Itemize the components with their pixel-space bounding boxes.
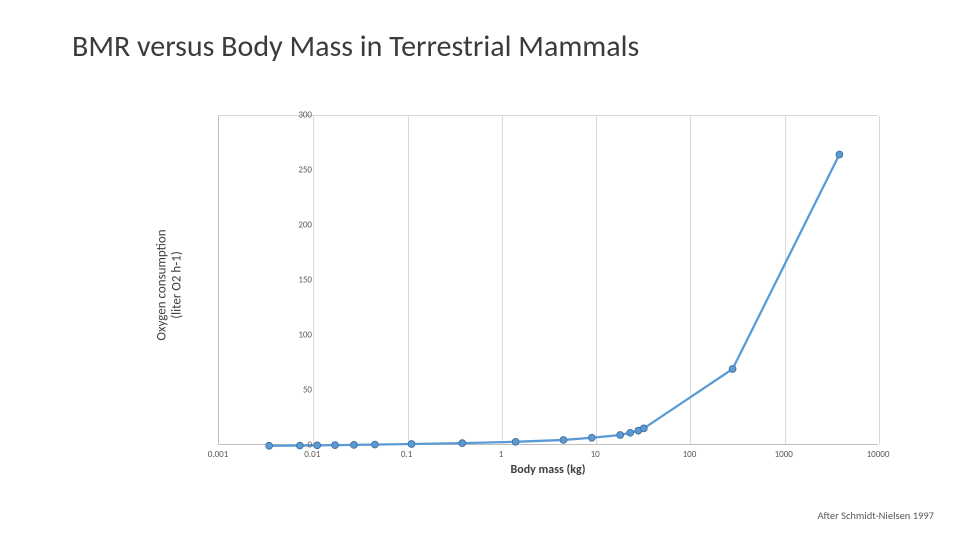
y-tick-label: 50 (272, 385, 312, 396)
data-point (351, 442, 358, 449)
y-tick-label: 200 (272, 220, 312, 231)
data-point (371, 441, 378, 448)
data-point (459, 440, 466, 447)
y-tick-label: 250 (272, 165, 312, 176)
x-tick-label: 100 (683, 449, 697, 460)
gridline-vertical (879, 116, 880, 444)
page-title: BMR versus Body Mass in Terrestrial Mamm… (72, 28, 639, 65)
plot-area (218, 115, 878, 445)
data-series (219, 116, 879, 446)
x-tick-label: 0.001 (208, 449, 229, 460)
data-point (408, 441, 415, 448)
data-point (836, 151, 843, 158)
x-tick-label: 0.01 (304, 449, 320, 460)
y-tick-label: 300 (272, 110, 312, 121)
data-point (332, 442, 339, 449)
x-tick-label: 10 (591, 449, 600, 460)
data-point (560, 437, 567, 444)
x-axis-label: Body mass (kg) (218, 463, 878, 477)
chart-container: Oxygen consumption (liter O2 h-1) Body m… (140, 105, 900, 485)
data-point (617, 432, 624, 439)
y-axis-label: Oxygen consumption (liter O2 h-1) (140, 145, 200, 425)
series-line (269, 155, 839, 446)
data-point (512, 438, 519, 445)
x-tick-label: 1000 (775, 449, 793, 460)
y-tick-label: 150 (272, 275, 312, 286)
y-tick-label: 0 (272, 440, 312, 451)
y-axis-label-line2: (liter O2 h-1) (170, 229, 185, 340)
x-tick-label: 1 (499, 449, 504, 460)
data-point (627, 429, 634, 436)
x-tick-label: 0.1 (401, 449, 412, 460)
data-point (729, 366, 736, 373)
data-point (314, 442, 321, 449)
x-tick-label: 10000 (867, 449, 890, 460)
y-axis-label-line1: Oxygen consumption (155, 229, 170, 340)
data-point (588, 434, 595, 441)
y-tick-label: 100 (272, 330, 312, 341)
data-point (640, 425, 647, 432)
credit-text: After Schmidt-Nielsen 1997 (817, 509, 934, 522)
